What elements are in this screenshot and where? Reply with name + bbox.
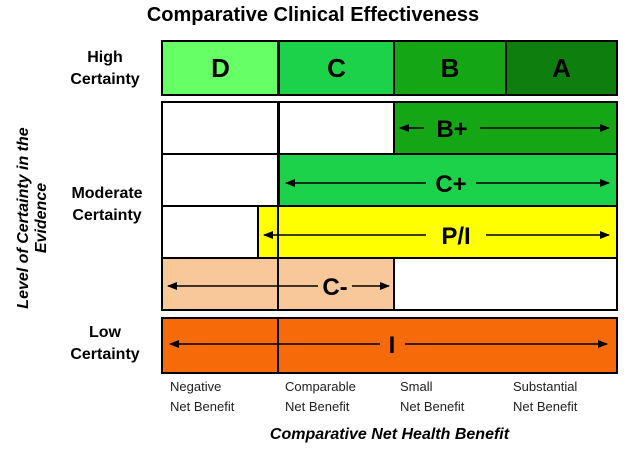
- grade-letter-b: B: [440, 52, 460, 83]
- rating-label-i: I: [389, 332, 396, 359]
- row-label-high-line1: High: [87, 49, 123, 66]
- rating-label-c-minus: C-: [322, 274, 347, 301]
- empty-cell: [162, 154, 279, 206]
- row-label-high-line2: Certainty: [70, 71, 140, 88]
- low-certainty-frame: [161, 317, 618, 374]
- x-tick-substantial: Substantial Net Benefit: [513, 377, 577, 417]
- rating-label-b-plus: B+: [436, 116, 467, 143]
- row-label-low-line2: Certainty: [70, 346, 140, 363]
- rating-band-p-i: [258, 206, 617, 258]
- x-tick-negative-line2: Net Benefit: [170, 399, 235, 414]
- x-tick-negative-line1: Negative: [170, 379, 222, 394]
- row-label-moderate-line2: Certainty: [72, 207, 142, 224]
- x-tick-comparable: Comparable Net Benefit: [285, 377, 356, 417]
- empty-cell: [162, 206, 258, 258]
- grade-letter-c: C: [327, 52, 346, 83]
- page-title: Comparative Clinical Effectiveness: [146, 4, 480, 26]
- row-label-low-line1: Low: [89, 324, 121, 341]
- x-tick-substantial-line2: Net Benefit: [513, 399, 578, 414]
- x-tick-small-line2: Net Benefit: [400, 399, 465, 414]
- grade-cell-b: B: [394, 41, 506, 95]
- grade-letter-d: D: [211, 52, 230, 83]
- rating-band-c-plus: [279, 154, 617, 206]
- row-label-low: Low Certainty: [55, 322, 155, 366]
- comparable-divider-high: [277, 41, 279, 95]
- grade-cell-d: D: [162, 41, 279, 95]
- comparable-divider-low: [277, 318, 279, 373]
- x-tick-small-line1: Small: [400, 379, 433, 394]
- x-tick-negative: Negative Net Benefit: [170, 377, 234, 417]
- x-tick-comparable-line2: Net Benefit: [285, 399, 350, 414]
- grade-letter-a: A: [552, 52, 571, 83]
- high-certainty-frame: [161, 40, 618, 96]
- row-label-moderate-line1: Moderate: [71, 185, 143, 202]
- x-tick-comparable-line1: Comparable: [285, 379, 356, 394]
- row-label-moderate: Moderate Certainty: [52, 183, 162, 227]
- rating-band-i: [162, 318, 617, 373]
- rating-label-p-i: P/I: [441, 223, 470, 250]
- moderate-certainty-frame: [161, 101, 618, 311]
- x-tick-substantial-line1: Substantial: [513, 379, 578, 394]
- x-tick-small: Small Net Benefit: [400, 377, 464, 417]
- row-label-high: High Certainty: [55, 47, 155, 91]
- rating-label-c-plus: C+: [435, 171, 466, 198]
- x-axis-label: Comparative Net Health Benefit: [269, 426, 510, 443]
- comparable-divider-moderate: [277, 102, 279, 310]
- empty-cell: [394, 258, 617, 310]
